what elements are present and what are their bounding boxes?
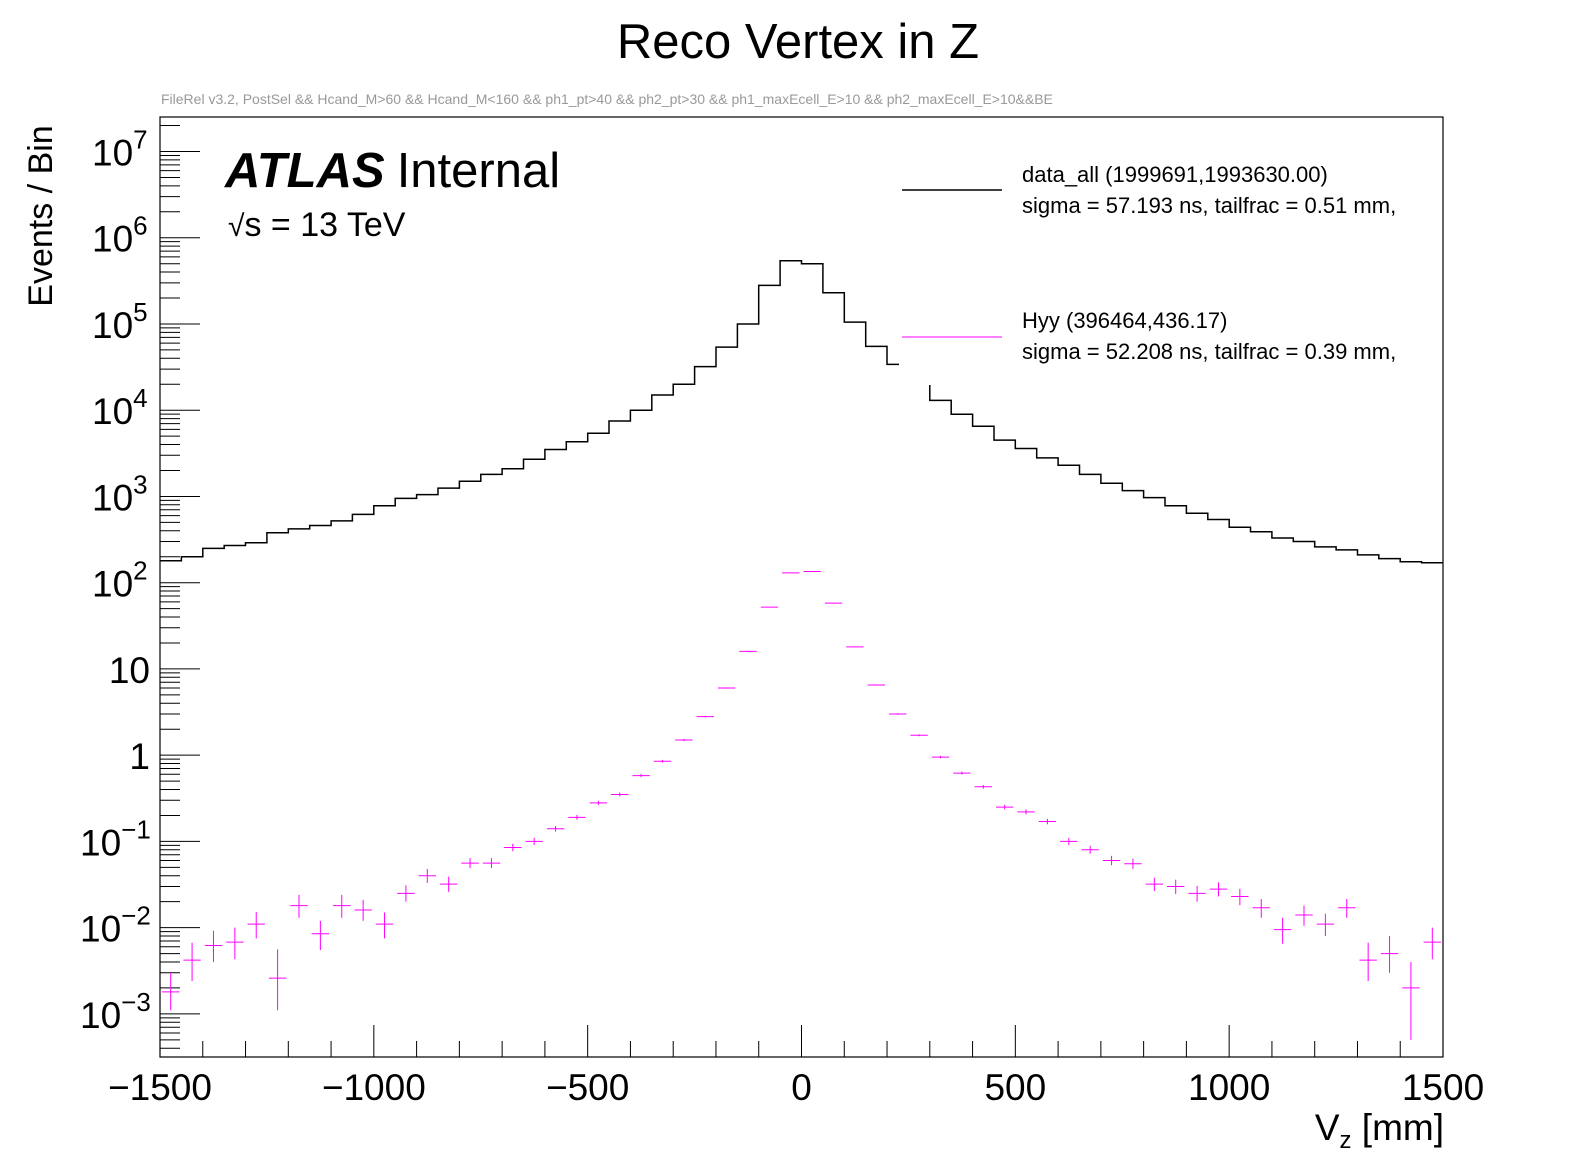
series-Hyy-point bbox=[995, 804, 1014, 810]
y-axis-label: Events / Bin bbox=[22, 125, 60, 306]
x-tick-label: 1500 bbox=[1402, 1067, 1484, 1108]
series-Hyy-point bbox=[910, 734, 928, 737]
series-Hyy-point bbox=[846, 646, 864, 648]
series-Hyy-point bbox=[696, 715, 714, 718]
atlas-label: ATLAS Internal bbox=[224, 144, 560, 198]
series-Hyy-point bbox=[247, 911, 265, 939]
series-Hyy-point bbox=[162, 972, 180, 1011]
y-tick-label: 107 bbox=[92, 124, 148, 173]
legend-hyy-stats: sigma = 52.208 ns, tailfrac = 0.39 mm, bbox=[1022, 339, 1396, 364]
x-tick-label: −500 bbox=[546, 1067, 629, 1108]
chart-subtitle: FileRel v3.2, PostSel && Hcand_M>60 && H… bbox=[161, 91, 1053, 107]
series-Hyy-point bbox=[739, 650, 757, 652]
series-Hyy-point bbox=[204, 930, 223, 962]
series-Hyy-point bbox=[375, 912, 394, 939]
series-Hyy-point bbox=[1380, 935, 1399, 973]
y-tick-label: 104 bbox=[92, 383, 148, 432]
series-Hyy-point bbox=[461, 858, 479, 869]
chart-title: Reco Vertex in Z bbox=[617, 15, 979, 69]
series-Hyy-point bbox=[1102, 855, 1121, 866]
series-Hyy-point bbox=[1338, 898, 1356, 918]
x-axis-label: Vz [mm] bbox=[1315, 1107, 1444, 1154]
series-Hyy-point bbox=[675, 738, 693, 741]
series-Hyy-point bbox=[546, 825, 565, 832]
series-Hyy-point bbox=[183, 942, 201, 982]
series-data_all-step-line bbox=[160, 260, 1443, 564]
series-Hyy-point bbox=[1273, 917, 1292, 944]
y-tick-label: 105 bbox=[92, 297, 148, 346]
legend-data-all-label: data_all (1999691,1993630.00) bbox=[1022, 162, 1328, 187]
series-Hyy-point bbox=[568, 814, 586, 820]
x-tick-label: 1000 bbox=[1188, 1067, 1270, 1108]
y-tick-label: 102 bbox=[92, 556, 148, 605]
series-Hyy-point bbox=[333, 894, 351, 918]
series-Hyy-point bbox=[418, 868, 436, 883]
series-Hyy-point bbox=[824, 602, 843, 604]
y-tick-label: 1 bbox=[129, 736, 150, 777]
y-tick-label: 103 bbox=[92, 469, 148, 518]
x-tick-labels: −1500 −1000 −500 0 500 1000 1500 bbox=[108, 1067, 1484, 1108]
series-Hyy-point bbox=[354, 899, 372, 921]
series-group bbox=[160, 260, 1443, 1040]
series-Hyy-point bbox=[1188, 885, 1206, 902]
series-Hyy-point bbox=[268, 949, 287, 1011]
series-Hyy-point bbox=[867, 684, 886, 686]
series-Hyy-point bbox=[525, 837, 543, 845]
series-Hyy-point bbox=[1295, 905, 1313, 926]
series-Hyy-point bbox=[1167, 879, 1185, 895]
series-Hyy-point bbox=[1081, 845, 1099, 854]
series-Hyy-point bbox=[290, 894, 308, 918]
legend-box bbox=[899, 150, 1407, 385]
series-Hyy-point bbox=[311, 920, 330, 951]
series-Hyy-point bbox=[1038, 818, 1057, 825]
series-Hyy-point bbox=[1402, 961, 1420, 1040]
series-Hyy-point bbox=[226, 927, 244, 960]
series-Hyy-point bbox=[953, 771, 971, 775]
series-Hyy-point bbox=[653, 759, 672, 763]
series-Hyy-point bbox=[589, 800, 608, 805]
axis-ticks bbox=[159, 125, 1444, 1057]
series-Hyy-point bbox=[1145, 877, 1164, 892]
series-Hyy-point bbox=[611, 792, 629, 797]
series-Hyy-point bbox=[439, 876, 458, 892]
x-tick-label: 0 bbox=[791, 1067, 812, 1108]
series-Hyy-point bbox=[931, 755, 950, 759]
energy-label: √s = 13 TeV bbox=[228, 206, 406, 244]
legend: data_all (1999691,1993630.00) sigma = 57… bbox=[899, 150, 1407, 385]
series-Hyy-point bbox=[1017, 809, 1035, 815]
series-Hyy-point bbox=[760, 606, 779, 608]
series-Hyy-point bbox=[1359, 942, 1377, 982]
series-Hyy-point bbox=[974, 784, 992, 789]
series-Hyy-point bbox=[889, 713, 907, 715]
series-Hyy-point bbox=[504, 843, 522, 852]
series-Hyy-point bbox=[397, 885, 415, 902]
series-Hyy-point bbox=[1209, 882, 1228, 897]
series-Hyy-point bbox=[717, 687, 736, 689]
legend-hyy-label: Hyy (396464,436.17) bbox=[1022, 308, 1227, 333]
y-tick-label: 10−3 bbox=[80, 987, 151, 1036]
y-tick-labels: 10−3 10−2 10−1 1 10 102 103 104 105 106 107 bbox=[80, 124, 151, 1035]
y-tick-label: 10 bbox=[109, 650, 150, 691]
series-Hyy-point bbox=[1423, 927, 1441, 960]
y-tick-label: 10−1 bbox=[80, 814, 151, 863]
x-tick-label: −1000 bbox=[322, 1067, 426, 1108]
series-Hyy-point bbox=[1252, 898, 1270, 918]
series-Hyy-point bbox=[1060, 837, 1078, 845]
x-tick-label: −1500 bbox=[108, 1067, 212, 1108]
series-Hyy-point bbox=[632, 773, 650, 778]
x-tick-label: 500 bbox=[984, 1067, 1046, 1108]
series-Hyy-point bbox=[1124, 858, 1142, 869]
legend-data-all-stats: sigma = 57.193 ns, tailfrac = 0.51 mm, bbox=[1022, 193, 1396, 218]
series-Hyy-point bbox=[1231, 888, 1249, 906]
y-tick-label: 106 bbox=[92, 211, 148, 260]
series-Hyy-point bbox=[482, 858, 501, 869]
y-tick-label: 10−2 bbox=[80, 901, 151, 950]
series-Hyy-point bbox=[1316, 913, 1335, 936]
